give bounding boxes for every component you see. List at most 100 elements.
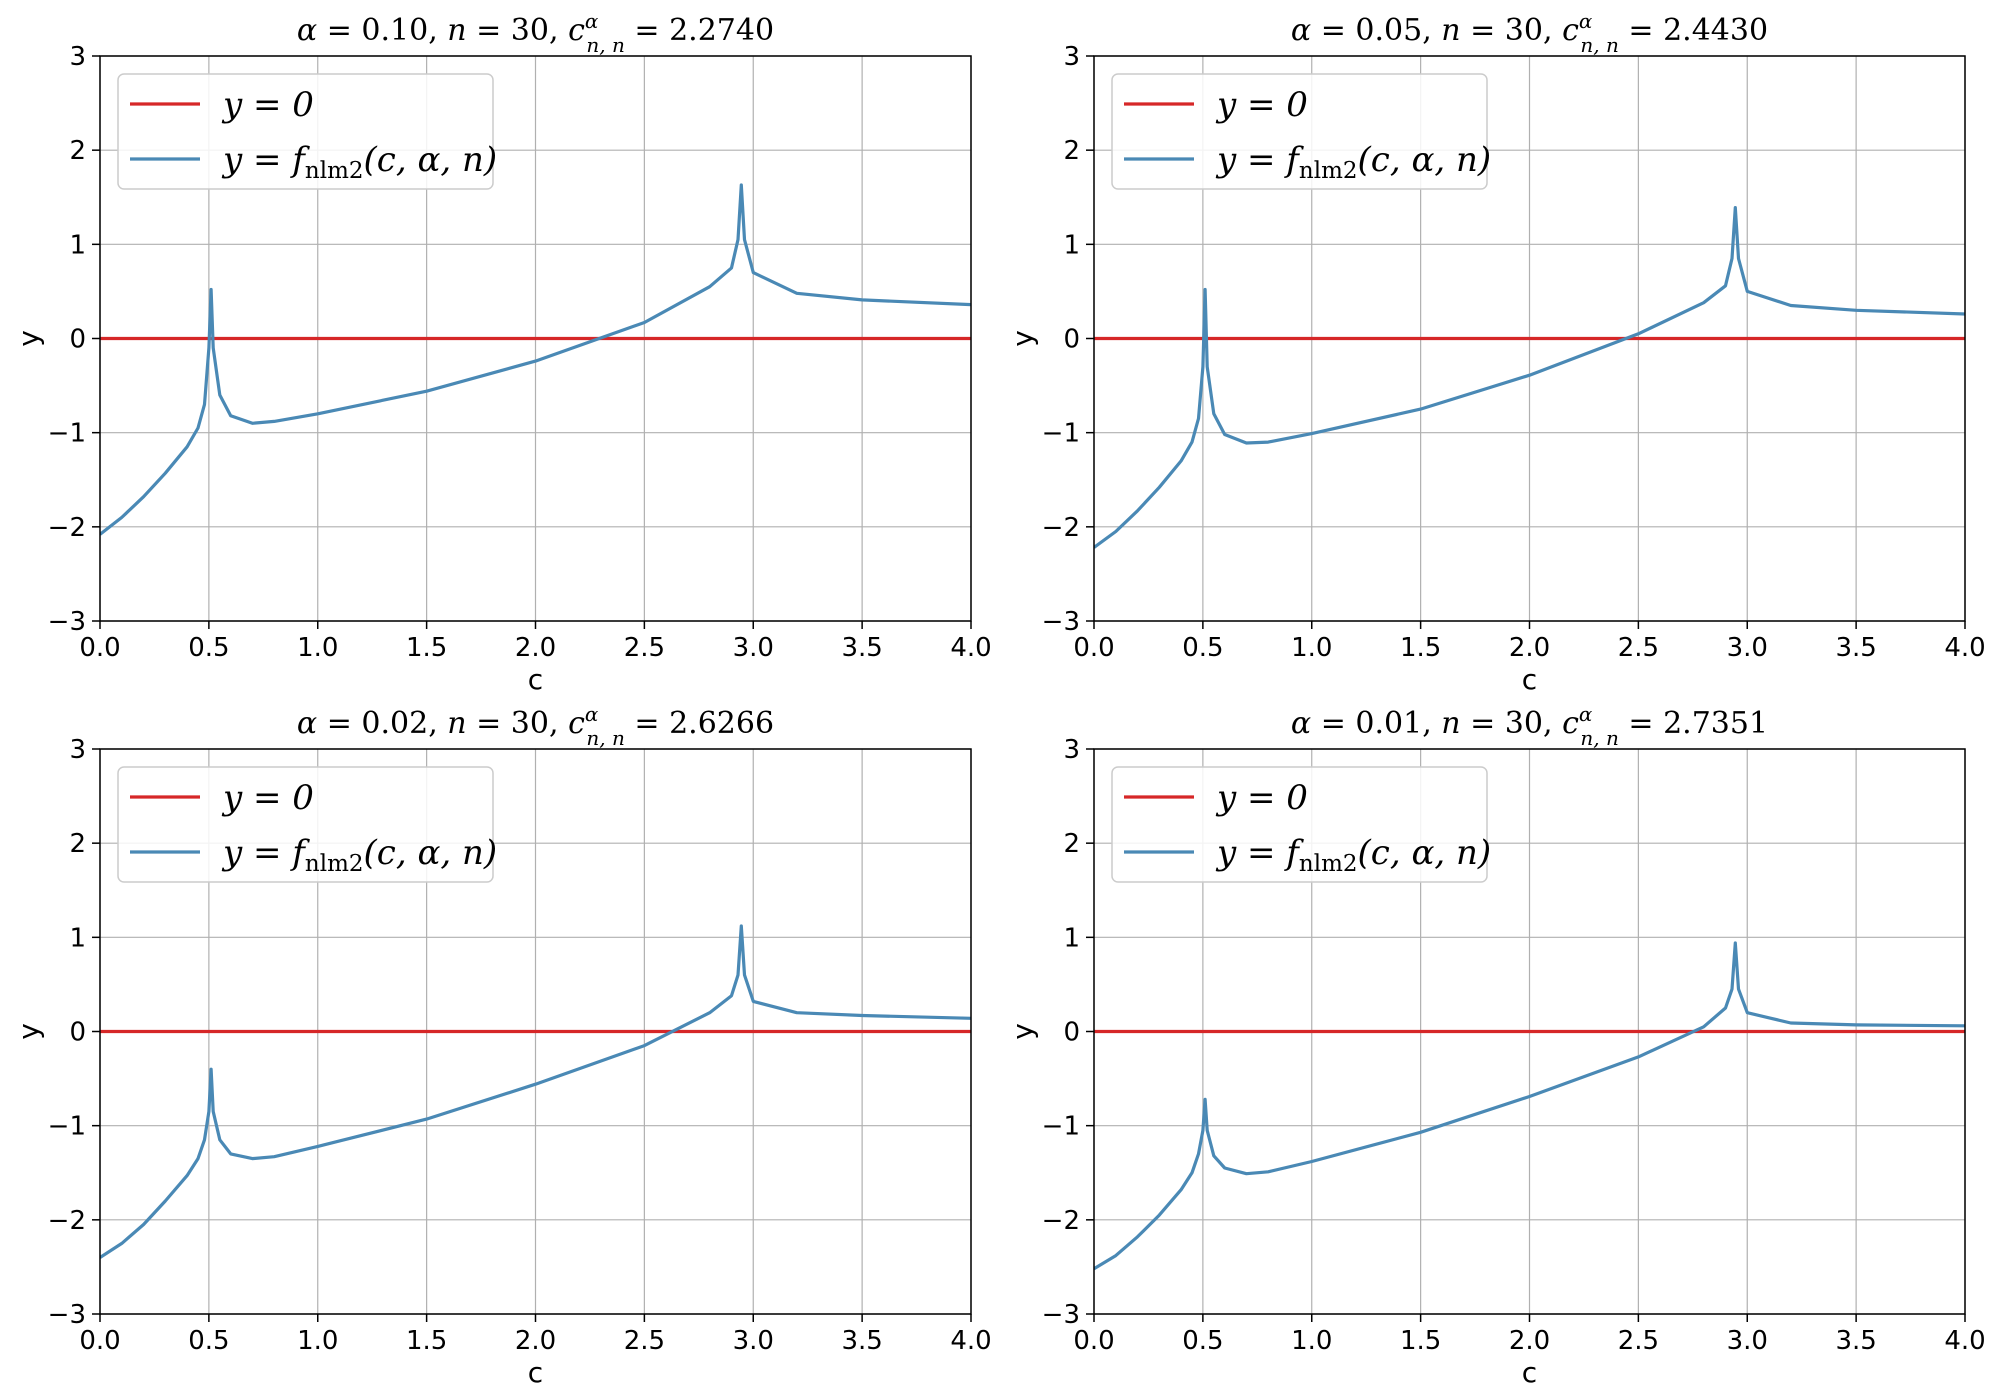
x-tick-label: 1.0 — [1291, 633, 1332, 663]
x-tick-label: 3.5 — [1835, 633, 1876, 663]
x-tick-label: 3.5 — [1835, 1326, 1876, 1356]
x-tick-label: 2.0 — [1509, 1326, 1550, 1356]
y-tick-label: 3 — [1063, 735, 1080, 765]
x-axis-label: c — [1522, 663, 1537, 696]
y-tick-label: 1 — [1063, 923, 1080, 953]
x-tick-label: 1.0 — [1291, 1326, 1332, 1356]
x-tick-label: 2.5 — [624, 633, 665, 663]
subplot-title: α = 0.10, n = 30, cα n, n = 2.2740 — [297, 9, 774, 57]
y-tick-label: 2 — [1063, 829, 1080, 859]
y-tick-label: 3 — [69, 42, 86, 72]
x-tick-label: 2.5 — [1618, 1326, 1659, 1356]
x-tick-label: 2.0 — [1509, 633, 1550, 663]
x-tick-label: 0.0 — [79, 633, 120, 663]
y-axis-label: y — [1006, 330, 1039, 347]
x-axis-label: c — [1522, 1356, 1537, 1389]
y-tick-label: −3 — [48, 607, 86, 637]
x-tick-label: 3.0 — [1727, 1326, 1768, 1356]
legend-label: y = 0 — [221, 85, 314, 125]
legend-label: y = fnlm2(c, α, n) — [221, 833, 497, 877]
y-tick-label: −1 — [1042, 419, 1080, 449]
y-axis-label: y — [12, 330, 45, 347]
y-tick-label: 3 — [69, 735, 86, 765]
y-axis-label: y — [1006, 1023, 1039, 1040]
legend: y = 0 y = fnlm2(c, α, n) — [1111, 766, 1491, 883]
x-tick-label: 3.5 — [841, 633, 882, 663]
legend-label: y = 0 — [1215, 85, 1308, 125]
y-tick-label: −1 — [48, 419, 86, 449]
x-tick-label: 1.5 — [1400, 633, 1441, 663]
x-tick-label: 2.0 — [515, 1326, 556, 1356]
y-tick-label: 0 — [1063, 325, 1080, 355]
legend: y = 0 y = fnlm2(c, α, n) — [1111, 73, 1491, 190]
y-tick-label: 3 — [1063, 42, 1080, 72]
x-tick-label: 0.5 — [188, 633, 229, 663]
x-axis-label: c — [528, 1356, 543, 1389]
subplot-3: 0.0 0.5 1.0 1.5 2.0 2.5 3.0 3.5 4.0 −3 −2 −1 0 1 2 3 c y α… — [12, 702, 992, 1389]
legend-frame — [1111, 73, 1488, 190]
y-tick-label: −2 — [48, 1206, 86, 1236]
legend-frame — [1111, 766, 1488, 883]
y-tick-label: 0 — [69, 325, 86, 355]
legend-frame — [117, 73, 494, 190]
x-tick-label: 1.5 — [406, 633, 447, 663]
y-tick-label: 0 — [1063, 1018, 1080, 1048]
y-tick-label: −2 — [48, 513, 86, 543]
x-tick-label: 4.0 — [1944, 633, 1985, 663]
x-tick-label: 4.0 — [950, 1326, 991, 1356]
y-tick-label: −2 — [1042, 513, 1080, 543]
x-tick-label: 2.5 — [624, 1326, 665, 1356]
x-tick-label: 3.0 — [1727, 633, 1768, 663]
x-axis-label: c — [528, 663, 543, 696]
x-tick-label: 1.5 — [1400, 1326, 1441, 1356]
x-tick-label: 1.0 — [297, 1326, 338, 1356]
subplot-2: 0.0 0.5 1.0 1.5 2.0 2.5 3.0 3.5 4.0 −3 −2 −1 0 1 2 3 c y α… — [1006, 9, 1986, 696]
legend-label: y = fnlm2(c, α, n) — [1215, 140, 1491, 184]
x-tick-label: 2.5 — [1618, 633, 1659, 663]
series-line-fnlm2 — [100, 924, 971, 1259]
y-tick-label: −3 — [48, 1300, 86, 1330]
legend-frame — [117, 766, 494, 883]
legend-label: y = fnlm2(c, α, n) — [1215, 833, 1491, 877]
x-tick-label: 0.5 — [1182, 1326, 1223, 1356]
legend-label: y = 0 — [221, 778, 314, 818]
y-tick-label: 2 — [69, 829, 86, 859]
x-tick-label: 1.5 — [406, 1326, 447, 1356]
x-tick-label: 4.0 — [1944, 1326, 1985, 1356]
y-tick-label: −1 — [48, 1112, 86, 1142]
x-tick-label: 1.0 — [297, 633, 338, 663]
subplot-title: α = 0.02, n = 30, cα n, n = 2.6266 — [297, 702, 774, 750]
x-tick-label: 4.0 — [950, 633, 991, 663]
series-line-fnlm2 — [1094, 206, 1965, 549]
y-tick-label: −3 — [1042, 607, 1080, 637]
y-tick-label: 1 — [1063, 230, 1080, 260]
x-tick-label: 3.5 — [841, 1326, 882, 1356]
y-tick-label: 2 — [69, 136, 86, 166]
y-tick-label: 2 — [1063, 136, 1080, 166]
legend: y = 0 y = fnlm2(c, α, n) — [117, 766, 497, 883]
y-tick-label: −1 — [1042, 1112, 1080, 1142]
legend-label: y = fnlm2(c, α, n) — [221, 140, 497, 184]
x-tick-label: 2.0 — [515, 633, 556, 663]
series-line-fnlm2 — [1094, 941, 1965, 1271]
x-tick-label: 3.0 — [733, 633, 774, 663]
x-tick-label: 0.5 — [1182, 633, 1223, 663]
y-tick-label: 1 — [69, 923, 86, 953]
x-tick-label: 0.0 — [1073, 1326, 1114, 1356]
subplot-title: α = 0.01, n = 30, cα n, n = 2.7351 — [1291, 702, 1768, 750]
y-tick-label: 1 — [69, 230, 86, 260]
y-axis-label: y — [12, 1023, 45, 1040]
y-tick-label: −2 — [1042, 1206, 1080, 1236]
y-tick-label: −3 — [1042, 1300, 1080, 1330]
x-tick-label: 0.0 — [1073, 633, 1114, 663]
x-tick-label: 3.0 — [733, 1326, 774, 1356]
legend: y = 0 y = fnlm2(c, α, n) — [117, 73, 497, 190]
series-line-fnlm2 — [100, 183, 971, 536]
subplot-title: α = 0.05, n = 30, cα n, n = 2.4430 — [1291, 9, 1768, 57]
x-tick-label: 0.0 — [79, 1326, 120, 1356]
x-tick-label: 0.5 — [188, 1326, 229, 1356]
y-tick-label: 0 — [69, 1018, 86, 1048]
subplot-4: 0.0 0.5 1.0 1.5 2.0 2.5 3.0 3.5 4.0 −3 −2 −1 0 1 2 3 c y α… — [1006, 702, 1986, 1389]
legend-label: y = 0 — [1215, 778, 1308, 818]
